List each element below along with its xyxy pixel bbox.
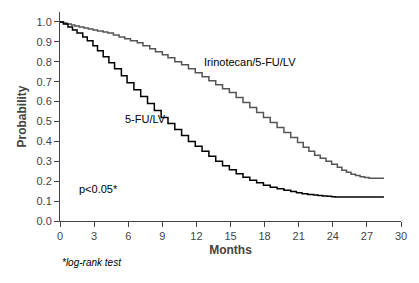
svg-text:0.6: 0.6 [37, 95, 52, 107]
svg-text:18: 18 [258, 230, 270, 242]
svg-text:0: 0 [57, 230, 63, 242]
svg-text:0.3: 0.3 [37, 155, 52, 167]
svg-text:30: 30 [395, 230, 407, 242]
svg-text:Irinotecan/5-FU/LV: Irinotecan/5-FU/LV [204, 56, 296, 68]
svg-text:27: 27 [361, 230, 373, 242]
svg-text:9: 9 [159, 230, 165, 242]
svg-text:0.7: 0.7 [37, 76, 52, 88]
svg-text:0.8: 0.8 [37, 56, 52, 68]
svg-text:5-FU/LV: 5-FU/LV [125, 113, 166, 125]
svg-text:p<0.05*: p<0.05* [79, 183, 118, 195]
svg-text:0.5: 0.5 [37, 115, 52, 127]
svg-text:6: 6 [125, 230, 131, 242]
svg-text:0.4: 0.4 [37, 135, 52, 147]
svg-text:24: 24 [327, 230, 339, 242]
svg-text:15: 15 [224, 230, 236, 242]
svg-text:1.0: 1.0 [37, 16, 52, 28]
svg-text:0.1: 0.1 [37, 195, 52, 207]
svg-text:Probability: Probability [15, 85, 29, 147]
svg-text:21: 21 [293, 230, 305, 242]
svg-text:*log-rank test: *log-rank test [62, 257, 122, 268]
svg-text:0.2: 0.2 [37, 175, 52, 187]
svg-text:0.9: 0.9 [37, 36, 52, 48]
svg-text:3: 3 [91, 230, 97, 242]
svg-text:12: 12 [190, 230, 202, 242]
svg-text:Months: Months [209, 243, 252, 257]
svg-text:0.0: 0.0 [37, 215, 52, 227]
